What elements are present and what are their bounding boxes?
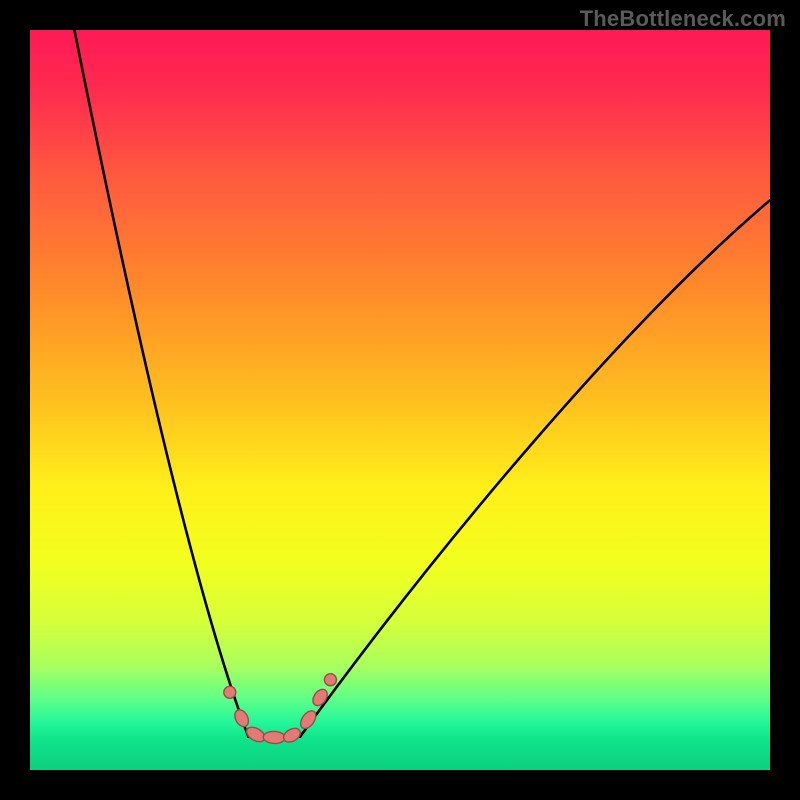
curve-marker	[324, 674, 336, 686]
chart-frame: TheBottleneck.com	[0, 0, 800, 800]
curve-marker	[263, 731, 285, 744]
curve-marker	[224, 686, 236, 698]
chart-svg	[30, 30, 770, 770]
watermark-text: TheBottleneck.com	[580, 6, 786, 32]
plot-area	[30, 30, 770, 770]
gradient-background	[30, 30, 770, 770]
